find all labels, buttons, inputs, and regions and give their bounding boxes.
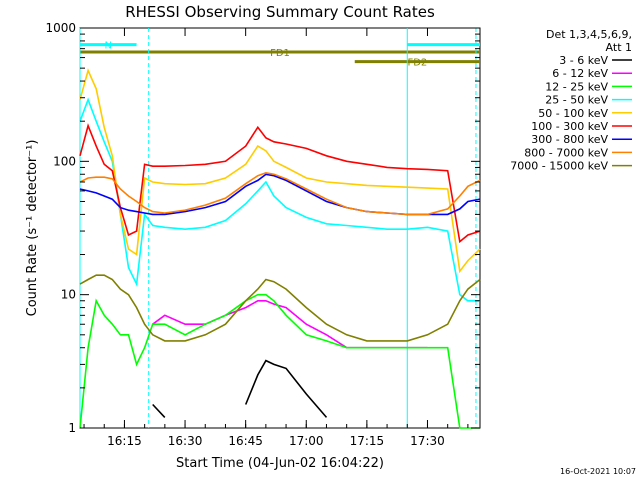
legend-label: 3 - 6 keV xyxy=(559,54,608,67)
annotation-layer: N FD1 FD2 xyxy=(79,28,480,428)
legend-label: 300 - 800 keV xyxy=(531,133,608,146)
annotation-label-3: FD2 xyxy=(407,58,427,69)
x-tick-label: 17:00 xyxy=(289,434,324,448)
x-tick-label: 16:15 xyxy=(107,434,142,448)
legend-header-line: Det 1,3,4,5,6,9, xyxy=(546,28,632,41)
legend-label: 800 - 7000 keV xyxy=(524,146,608,159)
y-axis-ticks: 1 10 100 1000 xyxy=(45,21,480,435)
series-line-7 xyxy=(79,171,481,216)
legend-label: 6 - 12 keV xyxy=(552,67,608,80)
x-axis-label: Start Time (04-Jun-02 16:04:22) xyxy=(176,456,384,471)
legend-header-line: Att 1 xyxy=(606,41,632,54)
series-line-5 xyxy=(79,123,481,244)
series-line-8 xyxy=(79,274,481,342)
legend-label: 100 - 300 keV xyxy=(531,120,608,133)
y-axis-label: Count Rate (s⁻¹ detector⁻¹) xyxy=(25,140,40,317)
x-axis-ticks: 16:15 16:30 16:45 17:00 17:15 17:30 xyxy=(83,28,469,448)
chart-title: RHESSI Observing Summary Count Rates xyxy=(125,3,435,21)
legend-label: 25 - 50 keV xyxy=(545,94,608,107)
series-layer xyxy=(79,68,481,429)
y-tick-label: 100 xyxy=(53,154,76,168)
series-line-0 xyxy=(152,359,328,418)
series-line-4 xyxy=(79,68,481,274)
legend-label: 7000 - 15000 keV xyxy=(510,160,608,173)
legend-label: 12 - 25 keV xyxy=(545,80,608,93)
y-tick-label: 1 xyxy=(68,421,76,435)
y-tick-label: 1000 xyxy=(45,21,76,35)
y-tick-label: 10 xyxy=(61,288,76,302)
annotation-label-2: FD1 xyxy=(270,48,290,59)
series-line-2 xyxy=(79,293,480,429)
x-tick-label: 16:30 xyxy=(168,434,203,448)
annotation-label-0: N xyxy=(105,41,112,52)
x-tick-label: 17:15 xyxy=(350,434,385,448)
plot-timestamp: 16-Oct-2021 10:07 xyxy=(560,467,636,476)
legend-label: 50 - 100 keV xyxy=(538,107,608,120)
x-tick-label: 16:45 xyxy=(228,434,263,448)
x-tick-label: 17:30 xyxy=(410,434,445,448)
